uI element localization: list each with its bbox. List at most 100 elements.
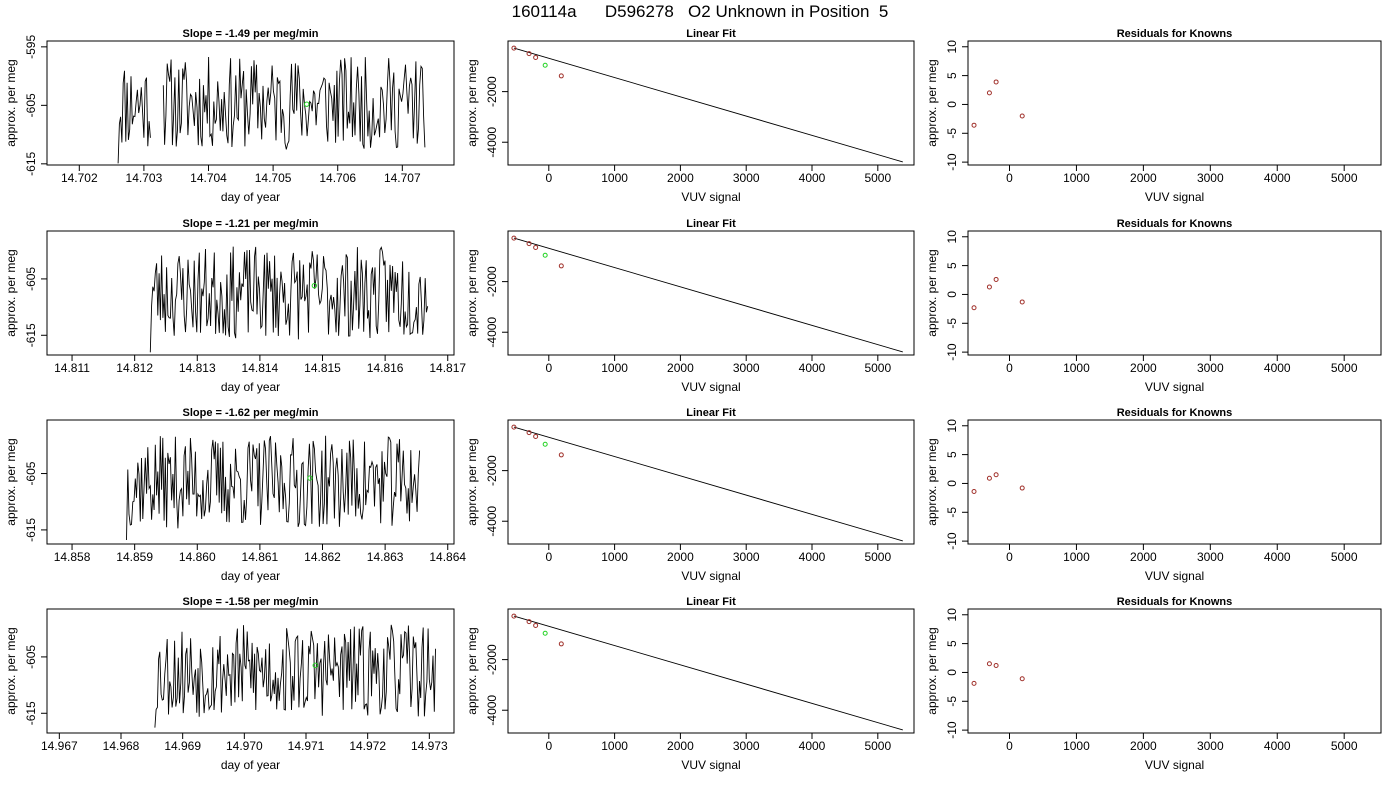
x-tick-label: 5000 [1331, 171, 1358, 185]
residual-point [993, 472, 999, 478]
plot-frame [507, 230, 915, 356]
fit-line [513, 426, 903, 542]
y-tick-label: 0 [945, 669, 959, 676]
residual-point [993, 79, 999, 85]
figure-title: 160114a D596278 O2 Unknown in Position 5 [511, 2, 889, 21]
y-axis-label: approx. per meg [925, 627, 939, 714]
x-tick-label: 3000 [1197, 361, 1224, 375]
plot-frame [967, 419, 1382, 545]
x-tick-label: 1000 [601, 739, 628, 753]
residual-point [971, 680, 977, 686]
y-tick-label: -2000 [485, 266, 499, 297]
y-tick-label: -2000 [485, 76, 499, 107]
y-axis-label: approx. per meg [4, 59, 18, 146]
residual-point [986, 284, 992, 290]
known-point [511, 613, 517, 619]
x-tick-label: 4000 [1264, 361, 1291, 375]
unknown-point [542, 630, 548, 636]
y-axis-label: approx. per meg [925, 59, 939, 146]
panel-title: Linear Fit [686, 596, 736, 608]
known-point [511, 424, 517, 430]
x-tick-label: 4000 [1264, 171, 1291, 185]
residual-point [1019, 299, 1025, 305]
y-tick-label: -615 [24, 152, 38, 176]
panel-title: Linear Fit [686, 28, 736, 40]
x-tick-label: 14.813 [179, 361, 216, 375]
x-tick-label: 14.705 [255, 171, 292, 185]
y-tick-label: 5 [945, 451, 959, 458]
x-tick-label: 14.816 [367, 361, 404, 375]
x-tick-label: 14.971 [288, 739, 325, 753]
y-tick-label: -5 [945, 696, 959, 707]
known-point [533, 244, 539, 250]
x-tick-label: 14.814 [242, 361, 279, 375]
residual-point [971, 489, 977, 495]
residual-point [986, 661, 992, 667]
x-tick-label: 14.702 [61, 171, 98, 185]
y-tick-label: 0 [945, 291, 959, 298]
known-point [533, 622, 539, 628]
panel-title: Residuals for Knowns [1117, 28, 1233, 40]
y-tick-label: 0 [945, 101, 959, 108]
y-axis-label: approx. per meg [465, 627, 479, 714]
x-tick-label: 2000 [667, 361, 694, 375]
y-tick-label: -605 [24, 93, 38, 117]
residual-point [1019, 676, 1025, 682]
y-tick-label: 10 [945, 230, 959, 244]
x-tick-label: 5000 [1331, 361, 1358, 375]
x-axis-label: day of year [221, 758, 280, 772]
x-tick-label: 14.812 [116, 361, 153, 375]
x-tick-label: 0 [1006, 550, 1013, 564]
residual-point [1019, 113, 1025, 119]
x-tick-label: 1000 [601, 171, 628, 185]
x-tick-label: 0 [545, 739, 552, 753]
x-tick-label: 1000 [601, 550, 628, 564]
timeseries-current-point [307, 475, 313, 481]
x-axis-label: VUV signal [1145, 569, 1204, 583]
timeseries-line [154, 624, 436, 728]
y-tick-label: 0 [945, 480, 959, 487]
timeseries-line [149, 246, 429, 353]
x-tick-label: 4000 [1264, 739, 1291, 753]
plot-frame [46, 419, 455, 545]
plot-frame [507, 419, 915, 545]
y-tick-label: 5 [945, 72, 959, 79]
panel-title: Linear Fit [686, 218, 736, 230]
x-tick-label: 3000 [733, 361, 760, 375]
x-tick-label: 14.707 [384, 171, 421, 185]
y-tick-label: -5 [945, 318, 959, 329]
panel-title: Residuals for Knowns [1117, 596, 1233, 608]
x-axis-label: VUV signal [681, 758, 740, 772]
y-tick-label: -4000 [485, 506, 499, 537]
y-tick-label: 10 [945, 608, 959, 622]
x-axis-label: VUV signal [1145, 190, 1204, 204]
x-tick-label: 3000 [733, 739, 760, 753]
known-point [533, 54, 539, 60]
timeseries-current-point [311, 282, 318, 289]
x-axis-label: VUV signal [1145, 758, 1204, 772]
x-axis-label: VUV signal [1145, 380, 1204, 394]
x-tick-label: 14.703 [126, 171, 163, 185]
residual-point [993, 663, 999, 669]
known-point [558, 73, 564, 79]
y-axis-label: approx. per meg [465, 249, 479, 336]
y-tick-label: -615 [24, 323, 38, 347]
x-tick-label: 14.860 [179, 550, 216, 564]
fit-line [513, 615, 903, 731]
y-tick-label: -2000 [485, 644, 499, 675]
x-tick-label: 0 [545, 361, 552, 375]
x-axis-label: day of year [221, 190, 280, 204]
x-tick-label: 3000 [1197, 739, 1224, 753]
residual-point [986, 475, 992, 481]
unknown-point [542, 441, 548, 447]
x-tick-label: 5000 [864, 171, 891, 185]
x-tick-label: 14.817 [429, 361, 466, 375]
x-tick-label: 14.859 [116, 550, 153, 564]
y-axis-label: approx. per meg [4, 627, 18, 714]
panel-title: Slope = -1.49 per meg/min [182, 28, 318, 40]
x-tick-label: 14.858 [54, 550, 91, 564]
plot-frame [967, 40, 1382, 166]
y-tick-label: -10 [945, 153, 959, 171]
x-tick-label: 2000 [1130, 361, 1157, 375]
x-tick-label: 14.864 [429, 550, 466, 564]
